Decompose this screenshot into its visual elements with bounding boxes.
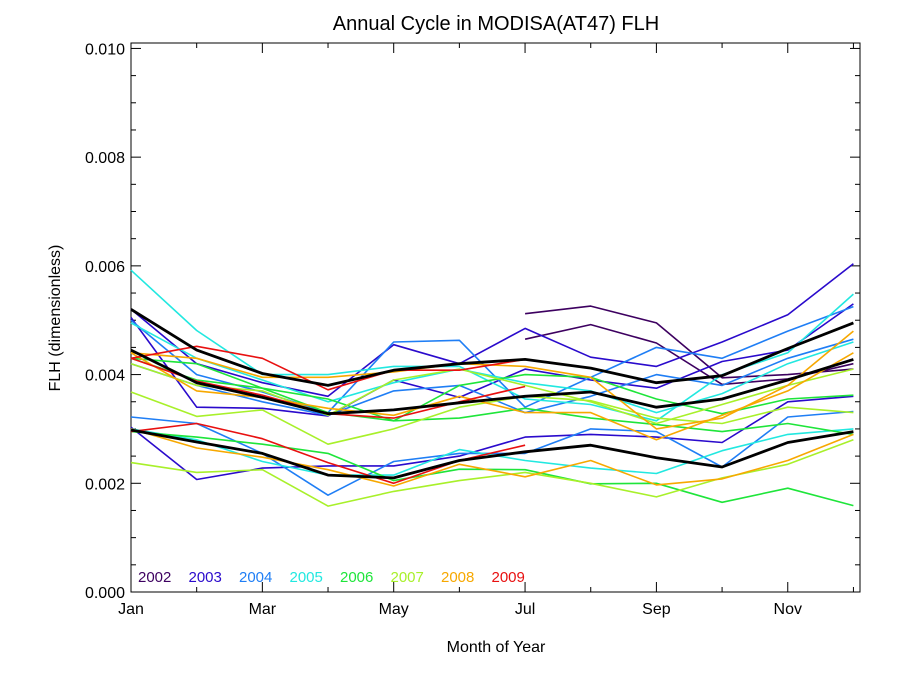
legend-label-2007: 2007 bbox=[391, 569, 424, 586]
y-tick-label: 0.002 bbox=[85, 476, 125, 493]
y-tick-label: 0.010 bbox=[85, 41, 125, 58]
series-line-25 bbox=[130, 308, 854, 387]
y-axis-ticks: 0.000 0.002 0.004 0.006 0.008 0.010 bbox=[85, 41, 860, 602]
series-line-12 bbox=[130, 430, 854, 507]
x-tick-label: Mar bbox=[249, 601, 277, 618]
series-line-1 bbox=[525, 305, 854, 379]
x-tick-label: Jan bbox=[118, 601, 144, 618]
series-layer bbox=[130, 263, 854, 507]
x-tick-label: Sep bbox=[642, 601, 671, 618]
series-line-10 bbox=[130, 322, 854, 414]
x-tick-label: May bbox=[379, 601, 409, 618]
series-line-22 bbox=[130, 345, 526, 391]
y-axis-label: FLH (dimensionless) bbox=[47, 245, 64, 392]
series-line-6 bbox=[130, 305, 854, 414]
x-axis-ticks: Jan Mar May Jul Sep Nov bbox=[118, 43, 854, 618]
series-line-23 bbox=[130, 428, 854, 480]
x-axis-label: Month of Year bbox=[447, 639, 546, 656]
chart-title: Annual Cycle in MODISA(AT47) FLH bbox=[333, 13, 659, 35]
series-line-13 bbox=[130, 357, 854, 436]
series-line-14 bbox=[130, 391, 854, 445]
series-line-9 bbox=[130, 428, 854, 476]
legend-label-2009: 2009 bbox=[492, 569, 525, 586]
legend-label-2002: 2002 bbox=[138, 569, 171, 586]
plot-frame bbox=[130, 42, 861, 593]
y-tick-label: 0.000 bbox=[85, 585, 125, 602]
series-line-16 bbox=[130, 362, 854, 425]
legend: 2002 2003 2004 2005 2006 2007 2008 2009 bbox=[138, 569, 525, 586]
y-tick-label: 0.004 bbox=[85, 368, 125, 385]
x-tick-label: Jul bbox=[515, 601, 535, 618]
legend-label-2008: 2008 bbox=[441, 569, 474, 586]
x-tick-label: Nov bbox=[774, 601, 802, 618]
series-line-24 bbox=[130, 348, 854, 416]
legend-label-2005: 2005 bbox=[290, 569, 323, 586]
y-tick-label: 0.006 bbox=[85, 259, 125, 276]
legend-label-2006: 2006 bbox=[340, 569, 373, 586]
series-line-17 bbox=[130, 428, 854, 487]
legend-label-2004: 2004 bbox=[239, 569, 272, 586]
legend-label-2003: 2003 bbox=[189, 569, 222, 586]
series-line-4 bbox=[130, 263, 854, 398]
y-tick-label: 0.008 bbox=[85, 150, 125, 167]
